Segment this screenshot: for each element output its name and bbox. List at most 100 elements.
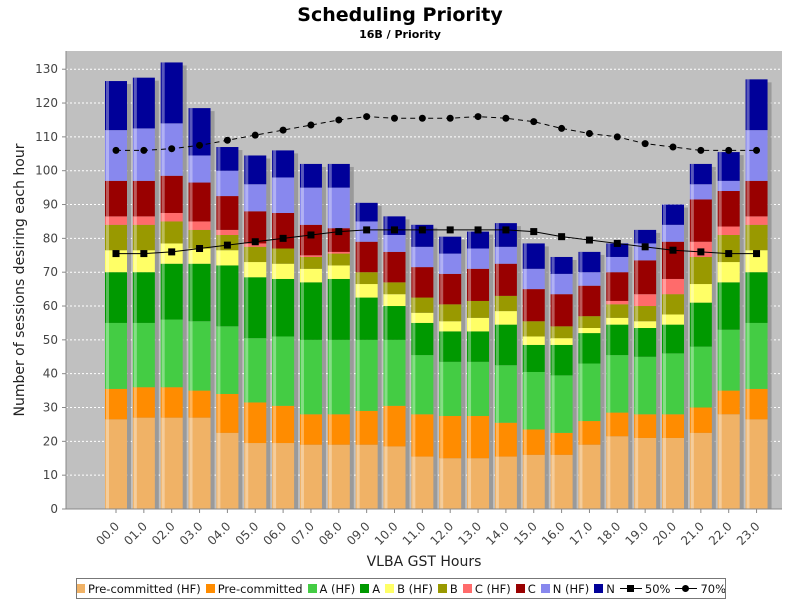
bar-segment-9 <box>355 202 378 222</box>
bar-highlight <box>718 234 722 263</box>
x-tick-label: 14.0 <box>483 519 512 548</box>
legend-label: Pre-committed <box>217 581 303 596</box>
bar-highlight <box>495 223 499 247</box>
bar-segment-2 <box>244 338 267 403</box>
bar-segment-2 <box>662 353 684 415</box>
bar-segment-0 <box>745 419 768 509</box>
bar-segment-4 <box>383 294 406 307</box>
bar-highlight <box>663 414 666 438</box>
bar-highlight <box>440 361 444 416</box>
bar-segment-0 <box>522 454 545 509</box>
bar-segment-6 <box>132 216 155 225</box>
bar-segment-9 <box>494 223 517 247</box>
bar-segment-8 <box>494 246 517 264</box>
bar-highlight <box>245 402 249 444</box>
bar-segment-3 <box>411 322 434 356</box>
bar-segment-2 <box>745 322 768 389</box>
x-tick-label: 08.0 <box>316 519 345 548</box>
bar-segment-6 <box>160 212 183 222</box>
line-point-square <box>418 226 426 234</box>
bar-highlight <box>300 414 304 445</box>
bar-highlight <box>106 322 109 389</box>
bar-segment-8 <box>188 155 211 183</box>
bar-segment-8 <box>689 184 712 200</box>
bar-segment-1 <box>494 422 517 457</box>
bar-highlight <box>189 155 193 183</box>
bar-highlight <box>273 443 277 509</box>
bar-highlight <box>690 184 694 200</box>
bar-segment-9 <box>299 163 322 188</box>
legend-label: B (HF) <box>397 581 433 596</box>
bar-segment-1 <box>550 432 573 455</box>
line-point-square <box>112 250 120 258</box>
bar-segment-5 <box>160 221 183 244</box>
bar-highlight <box>635 294 639 307</box>
legend-marker-dot <box>682 584 690 592</box>
legend-item: B <box>437 582 458 596</box>
bar-highlight <box>217 170 221 197</box>
line-point-circle <box>363 113 371 121</box>
x-tick-label: 05.0 <box>233 519 262 548</box>
bar-segment-8 <box>244 184 267 212</box>
bar-segment-7 <box>522 289 545 322</box>
bar-highlight <box>356 297 360 340</box>
x-tick-label: 02.0 <box>149 519 178 548</box>
bar-highlight <box>690 302 694 347</box>
y-axis-label: Number of sessions desiring each hour <box>12 143 28 416</box>
legend-marker-dot <box>626 584 634 592</box>
bar-highlight <box>300 444 304 509</box>
bar-highlight <box>328 187 332 229</box>
bar-highlight <box>161 243 165 264</box>
bar-segment-1 <box>355 410 378 445</box>
bar-highlight <box>384 216 388 235</box>
bar-highlight <box>523 336 527 345</box>
bar-highlight <box>579 272 583 286</box>
bar-highlight <box>690 284 694 303</box>
bar-highlight <box>746 388 750 420</box>
bar-highlight <box>607 324 611 356</box>
x-tick-label: 19.0 <box>622 519 651 548</box>
bar-segment-8 <box>439 253 462 274</box>
bar-segment-5 <box>383 282 406 295</box>
bar-highlight <box>245 184 249 212</box>
bar-segment-2 <box>439 361 462 416</box>
legend-swatch <box>385 584 395 593</box>
bar-segment-6 <box>188 221 211 230</box>
bar-highlight <box>635 328 639 357</box>
bar-highlight <box>356 339 360 411</box>
bar-highlight <box>273 336 277 406</box>
bar-segment-7 <box>327 228 350 252</box>
bar-highlight <box>579 328 583 334</box>
bar-highlight <box>440 236 444 254</box>
bar-highlight <box>690 256 694 285</box>
bar-segment-1 <box>216 393 239 433</box>
bar-segment-8 <box>383 234 406 252</box>
y-tick-label: 40 <box>43 367 58 381</box>
y-tick-label: 130 <box>35 62 58 76</box>
legend-item: A <box>360 582 380 596</box>
bar-segment-4 <box>244 262 267 278</box>
bar-segment-4 <box>494 311 517 325</box>
legend-label: C (HF) <box>474 581 511 596</box>
bar-segment-7 <box>745 180 768 217</box>
y-tick-label: 110 <box>35 130 58 144</box>
bar-highlight <box>718 282 722 330</box>
bar-segment-0 <box>634 437 657 509</box>
bar-segment-5 <box>578 316 601 329</box>
x-tick-label: 09.0 <box>344 519 373 548</box>
bar-highlight <box>273 212 277 249</box>
bar-highlight <box>495 456 499 509</box>
bar-segment-8 <box>578 272 601 286</box>
bar-highlight <box>217 229 221 235</box>
bar-segment-3 <box>216 265 239 327</box>
line-point-square <box>753 250 761 258</box>
bar-highlight <box>161 263 165 320</box>
line-point-square <box>168 248 176 256</box>
bar-highlight <box>189 182 193 222</box>
bar-segment-4 <box>439 321 462 332</box>
bar-segment-7 <box>494 263 517 296</box>
bar-segment-5 <box>132 224 155 251</box>
bar-highlight <box>328 444 332 509</box>
bar-highlight <box>523 243 527 269</box>
line-point-circle <box>223 136 231 144</box>
